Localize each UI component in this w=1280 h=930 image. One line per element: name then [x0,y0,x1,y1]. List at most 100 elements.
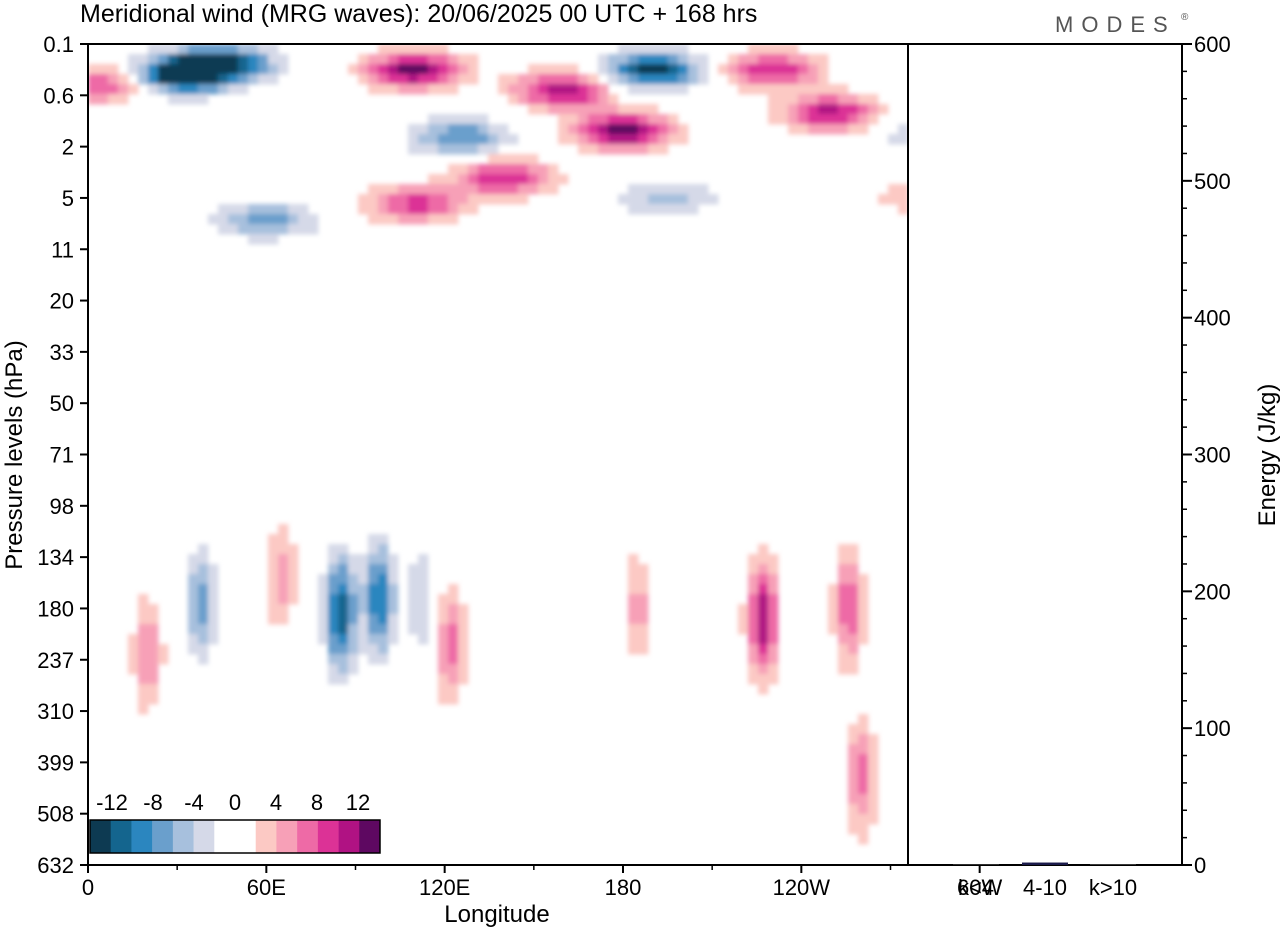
heatmap-cell [638,84,649,95]
heatmap-cell [608,104,619,115]
heatmap-cell [158,74,169,85]
heatmap-cell [538,64,549,75]
heatmap-cell [358,194,369,205]
energy-tick-label: 300 [1194,443,1231,468]
heatmap-cell [668,194,679,205]
heatmap-cell [548,84,559,95]
heatmap-cell [478,194,489,205]
heatmap-cell [448,644,459,655]
heatmap-cell [328,624,339,635]
heatmap-cell [628,624,639,635]
heatmap-cell [738,84,749,95]
heatmap-cell [258,234,269,245]
heatmap-cell [798,124,809,135]
heatmap-cell [528,84,539,95]
heatmap-cell [198,74,209,85]
heatmap-cell [638,564,649,575]
heatmap-cell [188,84,199,95]
heatmap-cell [388,184,399,195]
heatmap-cell [588,94,599,105]
heatmap-cell [748,604,759,615]
heatmap-cell [278,614,289,625]
heatmap-cell [868,804,879,815]
heatmap-cell [848,544,859,555]
heatmap-cell [368,194,379,205]
heatmap-cell [418,604,429,615]
heatmap-cell [648,54,659,65]
y-tick-label: 5 [62,186,74,211]
heatmap-cell [758,554,769,565]
heatmap-cell [138,674,149,685]
heatmap-cell [458,204,469,215]
heatmap-cell [358,54,369,65]
colorbar-label: 8 [311,790,323,815]
colorbar-swatch [359,820,381,853]
heatmap-cell [768,584,779,595]
heatmap-cell [858,624,869,635]
heatmap-cell [428,74,439,85]
heatmap-cell [578,74,589,85]
heatmap-cell [848,104,859,115]
heatmap-cell [178,54,189,65]
colorbar-swatch [235,820,257,853]
heatmap-cell [478,174,489,185]
energy-bar [953,864,999,865]
heatmap-cell [768,54,779,65]
heatmap-cell [818,114,829,125]
heatmap-cell [458,164,469,175]
heatmap-cell [648,84,659,95]
heatmap-cell [768,114,779,125]
heatmap-cell [428,194,439,205]
heatmap-cell [128,664,139,675]
heatmap-cell [628,604,639,615]
heatmap-cell [388,214,399,225]
heatmap-cell [848,814,859,825]
heatmap-cell [438,204,449,215]
y-axis-label: Pressure levels (hPa) [1,340,28,569]
heatmap-cell [468,164,479,175]
heatmap-cell [188,584,199,595]
heatmap-cell [198,604,209,615]
heatmap-cell [858,114,869,125]
heatmap-cell [188,554,199,565]
heatmap-cell [768,644,779,655]
heatmap-cell [748,54,759,65]
heatmap-cell [628,594,639,605]
heatmap-cell [448,144,459,155]
heatmap-cell [478,184,489,195]
heatmap-cell [768,554,779,565]
heatmap-cell [458,74,469,85]
energy-frame [907,43,1183,866]
heatmap-cell [458,144,469,155]
heatmap-cell [138,624,149,635]
heatmap-cell [168,94,179,105]
heatmap-cell [758,654,769,665]
heatmap-cell [668,134,679,145]
heatmap-cell [208,74,219,85]
heatmap-cell [458,664,469,675]
heatmap-cell [528,74,539,85]
heatmap-cell [808,74,819,85]
heatmap-cell [838,564,849,575]
logo-registered-mark: ® [1181,12,1189,23]
heatmap-cell [268,614,279,625]
heatmap-cell [188,644,199,655]
pressure-axis: 0.1 0.6 2 5 11 20 33 50 71 98 134 180 237 310 399 508 63… [37,32,88,878]
heatmap-cell [678,194,689,205]
heatmap-cell [438,184,449,195]
heatmap-cell [808,54,819,65]
heatmap-cell [358,204,369,215]
heatmap-cell [538,184,549,195]
colorbar-swatch [172,820,194,853]
heatmap-cell [468,204,479,215]
heatmap-cell [248,44,259,55]
heatmap-cell [338,614,349,625]
heatmap-cell [168,64,179,75]
heatmap-cell [578,104,589,115]
heatmap-cell [228,74,239,85]
energy-panel: 0 100 200 300 400 500 600 k<4 4-10 k>10 Energy (… [907,32,1280,900]
y-tick-label: 50 [50,391,74,416]
heatmap-cell [628,634,639,645]
heatmap-cell [378,584,389,595]
heatmap-cell [278,574,289,585]
